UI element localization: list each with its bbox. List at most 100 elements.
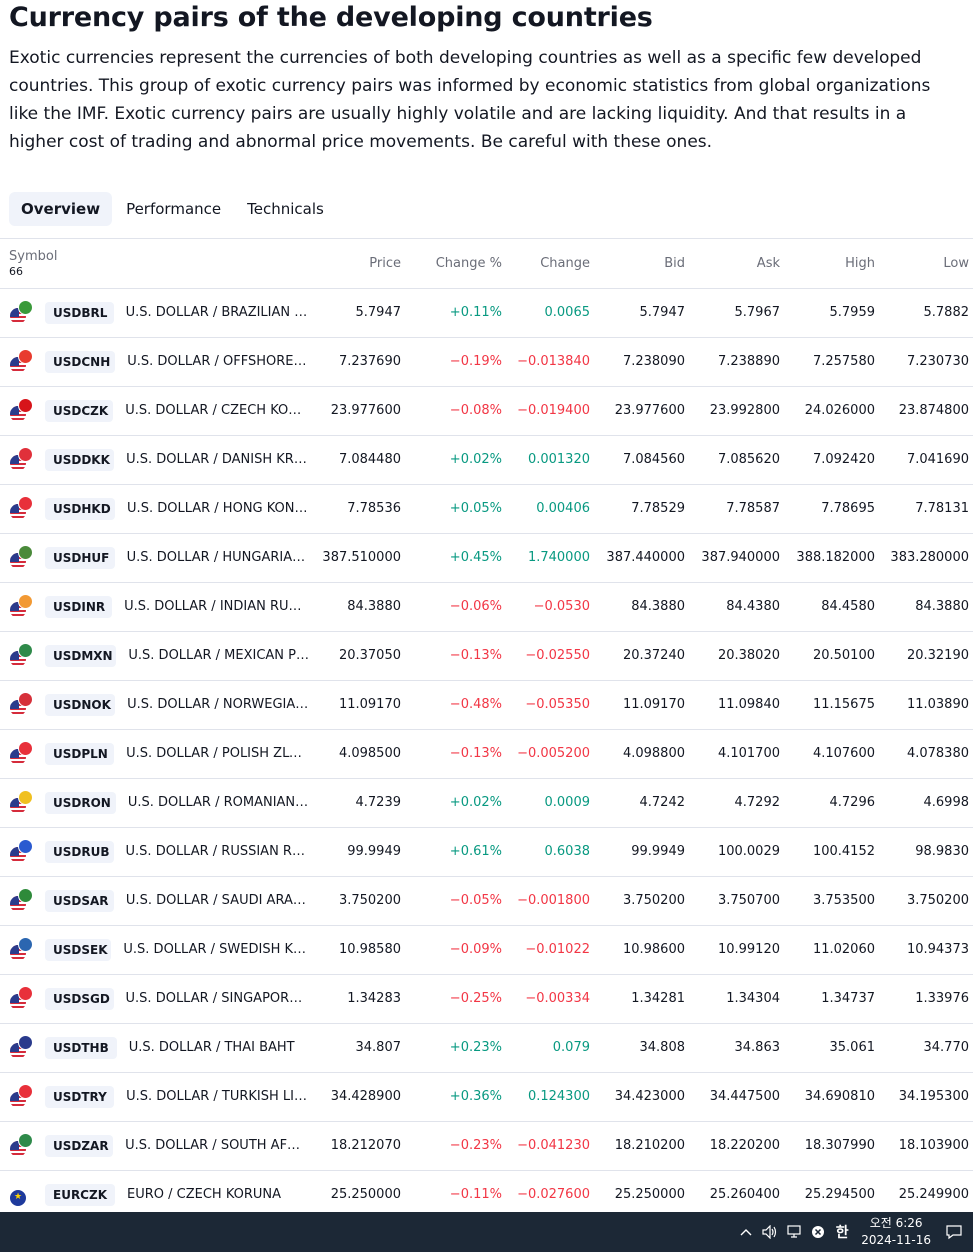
column-header-symbol[interactable]: Symbol 66 [0, 239, 309, 288]
column-header-bid[interactable]: Bid [664, 255, 685, 271]
ticker-badge[interactable]: USDCNH [45, 350, 116, 373]
notification-icon[interactable] [943, 1221, 965, 1243]
symbol-cell[interactable]: USDHKD U.S. DOLLAR / HONG KONG ... [0, 483, 309, 533]
table-row[interactable]: USDTRY U.S. DOLLAR / TURKISH LIRA 34.428… [0, 1071, 973, 1121]
table-row[interactable]: USDPLN U.S. DOLLAR / POLISH ZLOTY 4.0985… [0, 728, 973, 778]
symbol-name[interactable]: U.S. DOLLAR / SINGAPORE D... [125, 991, 309, 1006]
ticker-badge[interactable]: USDNOK [45, 693, 116, 716]
ticker-badge[interactable]: USDZAR [45, 1134, 114, 1157]
table-row[interactable]: USDHKD U.S. DOLLAR / HONG KONG ... 7.785… [0, 483, 973, 533]
ticker-badge[interactable]: USDRON [45, 791, 116, 814]
symbol-cell[interactable]: USDCZK U.S. DOLLAR / CZECH KORU... [0, 385, 309, 435]
symbol-cell[interactable]: USDNOK U.S. DOLLAR / NORWEGIAN ... [0, 679, 309, 729]
symbol-name[interactable]: U.S. DOLLAR / TURKISH LIRA [126, 1089, 309, 1104]
table-row[interactable]: EURCZK EURO / CZECH KORUNA 25.250000 −0.… [0, 1169, 973, 1212]
ticker-badge[interactable]: USDSAR [45, 889, 114, 912]
table-row[interactable]: USDMXN U.S. DOLLAR / MEXICAN PESO 20.370… [0, 630, 973, 680]
column-header-high[interactable]: High [845, 255, 875, 271]
ticker-badge[interactable]: USDTHB [45, 1036, 117, 1059]
currency-flag-icon [9, 544, 35, 571]
symbol-name[interactable]: U.S. DOLLAR / NORWEGIAN ... [127, 697, 309, 712]
ticker-badge[interactable]: USDRUB [45, 840, 114, 863]
symbol-name[interactable]: U.S. DOLLAR / CZECH KORU... [125, 403, 309, 418]
table-row[interactable]: USDZAR U.S. DOLLAR / SOUTH AFRIC... 18.2… [0, 1120, 973, 1170]
symbol-name[interactable]: U.S. DOLLAR / THAI BAHT [128, 1040, 295, 1055]
table-row[interactable]: USDBRL U.S. DOLLAR / BRAZILIAN R... 5.79… [0, 287, 973, 337]
currency-flag-icon [9, 691, 35, 718]
symbol-cell[interactable]: USDSEK U.S. DOLLAR / SWEDISH KRO... [0, 924, 309, 974]
table-row[interactable]: USDSAR U.S. DOLLAR / SAUDI ARABI... 3.75… [0, 875, 973, 925]
symbol-name[interactable]: EURO / CZECH KORUNA [127, 1187, 282, 1203]
table-row[interactable]: USDTHB U.S. DOLLAR / THAI BAHT 34.807 +0… [0, 1022, 973, 1072]
symbol-cell[interactable]: USDHUF U.S. DOLLAR / HUNGARIAN ... [0, 532, 309, 582]
column-header-change-pct[interactable]: Change % [435, 255, 502, 271]
table-row[interactable]: USDNOK U.S. DOLLAR / NORWEGIAN ... 11.09… [0, 679, 973, 729]
ticker-badge[interactable]: USDHUF [45, 546, 115, 569]
symbol-cell[interactable]: USDINR U.S. DOLLAR / INDIAN RUPEE [0, 581, 309, 631]
symbol-cell[interactable]: USDSAR U.S. DOLLAR / SAUDI ARABI... [0, 875, 309, 925]
symbol-name[interactable]: U.S. DOLLAR / POLISH ZLOTY [126, 746, 309, 761]
ticker-badge[interactable]: USDHKD [45, 497, 116, 520]
symbol-cell[interactable]: USDRUB U.S. DOLLAR / RUSSIAN RUB... [0, 826, 309, 876]
symbol-cell[interactable]: USDTRY U.S. DOLLAR / TURKISH LIRA [0, 1071, 309, 1121]
symbol-cell[interactable]: USDCNH U.S. DOLLAR / OFFSHORE C... [0, 336, 309, 386]
ticker-badge[interactable]: EURCZK [45, 1183, 115, 1206]
speaker-icon[interactable] [759, 1221, 781, 1243]
column-header-change[interactable]: Change [540, 255, 590, 271]
symbol-name[interactable]: U.S. DOLLAR / HONG KONG ... [127, 501, 309, 516]
clock[interactable]: 오전 6:26 2024-11-16 [861, 1215, 931, 1249]
ask-cell: 10.99120 [689, 924, 784, 974]
symbol-name[interactable]: U.S. DOLLAR / SAUDI ARABI... [125, 893, 309, 908]
table-row[interactable]: USDSEK U.S. DOLLAR / SWEDISH KRO... 10.9… [0, 924, 973, 974]
symbol-name[interactable]: U.S. DOLLAR / ROMANIAN L... [127, 795, 309, 810]
symbol-cell[interactable]: USDSGD U.S. DOLLAR / SINGAPORE D... [0, 973, 309, 1023]
ticker-badge[interactable]: USDCZK [45, 399, 114, 422]
column-header-ask[interactable]: Ask [756, 255, 780, 271]
symbol-name[interactable]: U.S. DOLLAR / SWEDISH KRO... [123, 942, 309, 957]
chevron-up-icon[interactable] [735, 1221, 757, 1243]
symbol-cell[interactable]: USDPLN U.S. DOLLAR / POLISH ZLOTY [0, 728, 309, 778]
symbol-cell[interactable]: USDDKK U.S. DOLLAR / DANISH KRONE [0, 434, 309, 484]
symbol-name[interactable]: U.S. DOLLAR / DANISH KRONE [126, 452, 309, 467]
symbol-name[interactable]: U.S. DOLLAR / HUNGARIAN ... [126, 550, 309, 565]
tab-technicals[interactable]: Technicals [247, 200, 324, 218]
table-row[interactable]: USDSGD U.S. DOLLAR / SINGAPORE D... 1.34… [0, 973, 973, 1023]
symbol-cell[interactable]: USDMXN U.S. DOLLAR / MEXICAN PESO [0, 630, 309, 680]
ticker-badge[interactable]: USDPLN [45, 742, 115, 765]
tab-performance[interactable]: Performance [126, 200, 222, 218]
high-cell: 11.15675 [784, 679, 879, 729]
symbol-name[interactable]: U.S. DOLLAR / SOUTH AFRIC... [125, 1138, 309, 1153]
ticker-badge[interactable]: USDSEK [45, 938, 112, 961]
ticker-badge[interactable]: USDTRY [45, 1085, 115, 1108]
ticker-badge[interactable]: USDSGD [45, 987, 114, 1010]
symbol-name[interactable]: U.S. DOLLAR / MEXICAN PESO [128, 648, 309, 663]
table-row[interactable]: USDRUB U.S. DOLLAR / RUSSIAN RUB... 99.9… [0, 826, 973, 876]
ime-icon[interactable]: 한 [835, 1225, 849, 1241]
symbol-cell[interactable]: USDTHB U.S. DOLLAR / THAI BAHT [0, 1022, 309, 1072]
symbol-cell[interactable]: USDRON U.S. DOLLAR / ROMANIAN L... [0, 777, 309, 827]
column-header-low[interactable]: Low [943, 255, 969, 271]
ticker-badge[interactable]: USDDKK [45, 448, 115, 471]
ticker-badge[interactable]: USDMXN [45, 644, 117, 667]
symbol-name[interactable]: U.S. DOLLAR / OFFSHORE C... [127, 354, 309, 369]
currency-table: Symbol 66 Price Change % Change Bid Ask … [0, 239, 973, 1212]
price-cell: 11.09170 [309, 679, 405, 729]
tab-overview[interactable]: Overview [9, 192, 113, 226]
symbol-cell[interactable]: USDZAR U.S. DOLLAR / SOUTH AFRIC... [0, 1120, 309, 1170]
network-icon[interactable] [783, 1221, 805, 1243]
table-row[interactable]: USDDKK U.S. DOLLAR / DANISH KRONE 7.0844… [0, 434, 973, 484]
table-row[interactable]: USDINR U.S. DOLLAR / INDIAN RUPEE 84.388… [0, 581, 973, 631]
table-row[interactable]: USDCZK U.S. DOLLAR / CZECH KORU... 23.97… [0, 385, 973, 435]
ticker-badge[interactable]: USDINR [45, 595, 113, 618]
symbol-name[interactable]: U.S. DOLLAR / INDIAN RUPEE [124, 599, 309, 614]
table-row[interactable]: USDRON U.S. DOLLAR / ROMANIAN L... 4.723… [0, 777, 973, 827]
symbol-name[interactable]: U.S. DOLLAR / RUSSIAN RUB... [125, 844, 309, 859]
column-header-price[interactable]: Price [369, 255, 401, 271]
symbol-name[interactable]: U.S. DOLLAR / BRAZILIAN R... [125, 305, 309, 320]
table-row[interactable]: USDHUF U.S. DOLLAR / HUNGARIAN ... 387.5… [0, 532, 973, 582]
symbol-cell[interactable]: USDBRL U.S. DOLLAR / BRAZILIAN R... [0, 287, 309, 337]
table-row[interactable]: USDCNH U.S. DOLLAR / OFFSHORE C... 7.237… [0, 336, 973, 386]
ticker-badge[interactable]: USDBRL [45, 301, 114, 324]
symbol-cell[interactable]: EURCZK EURO / CZECH KORUNA [0, 1169, 309, 1212]
close-circle-icon[interactable] [807, 1221, 829, 1243]
